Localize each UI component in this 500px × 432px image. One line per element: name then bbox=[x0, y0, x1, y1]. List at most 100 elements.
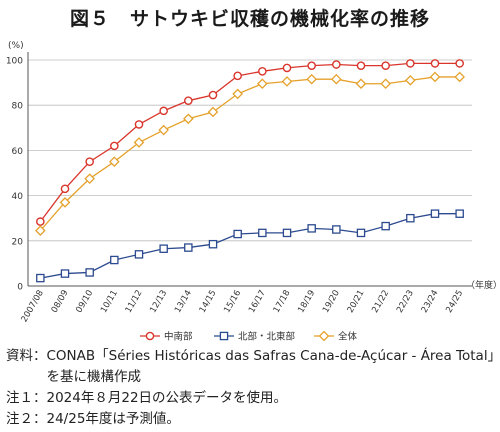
data-point bbox=[306, 73, 317, 85]
data-point bbox=[307, 61, 316, 70]
x-tick-label: 2007/08 bbox=[20, 289, 46, 325]
data-point bbox=[60, 184, 70, 194]
y-tick-label: 100 bbox=[6, 57, 23, 67]
x-tick-label: 12/13 bbox=[148, 289, 169, 315]
x-tick-label: 13/14 bbox=[173, 289, 194, 315]
legend-marker bbox=[145, 331, 155, 341]
data-point bbox=[208, 239, 218, 249]
data-point bbox=[430, 209, 440, 218]
data-point bbox=[381, 221, 390, 231]
data-point bbox=[232, 88, 243, 100]
data-point bbox=[332, 60, 341, 69]
legend-marker bbox=[318, 330, 330, 342]
series-diamond bbox=[35, 71, 465, 236]
note-text: CONAB「Séries Históricas das Safras Cana-… bbox=[46, 348, 495, 385]
data-point bbox=[208, 90, 218, 100]
data-point bbox=[331, 73, 342, 85]
legend-item: 北部・北東部 bbox=[214, 331, 295, 343]
series-line bbox=[40, 213, 460, 279]
data-point bbox=[36, 217, 45, 226]
x-tick-label: 21/22 bbox=[370, 289, 391, 315]
x-tick-label: 11/12 bbox=[124, 289, 145, 315]
data-point bbox=[307, 224, 316, 233]
data-point bbox=[406, 59, 415, 68]
x-tick-label: 24/25 bbox=[444, 289, 465, 315]
data-point bbox=[60, 269, 70, 278]
data-point bbox=[85, 157, 94, 166]
x-tick-label: 14/15 bbox=[198, 289, 219, 315]
data-point bbox=[36, 273, 45, 283]
data-point bbox=[355, 78, 367, 90]
data-point bbox=[430, 59, 440, 68]
data-point bbox=[455, 209, 464, 218]
data-point bbox=[257, 78, 268, 90]
x-tick-label: 20/21 bbox=[346, 289, 367, 315]
x-tick-label: 19/20 bbox=[321, 289, 342, 315]
data-point bbox=[406, 213, 415, 223]
data-point bbox=[133, 137, 145, 148]
y-tick-label: 60 bbox=[12, 147, 24, 157]
data-point bbox=[134, 250, 144, 259]
data-point bbox=[59, 197, 71, 208]
data-point bbox=[183, 113, 194, 125]
note-label: 注１： bbox=[6, 390, 47, 406]
data-point bbox=[35, 225, 46, 236]
data-point bbox=[332, 225, 341, 234]
x-tick-labels: 2007/08 08/09 09/10 10/11 11/12 12/13 13/14 14/… bbox=[20, 289, 466, 325]
series-circle bbox=[36, 59, 464, 226]
x-tick-label: 23/24 bbox=[420, 289, 441, 315]
y-tick-label: 20 bbox=[12, 237, 24, 247]
series-square bbox=[36, 209, 464, 283]
y-tick-labels: 0 20 40 60 80 100 bbox=[6, 57, 23, 293]
data-point bbox=[233, 71, 242, 81]
note-text: 2024年８月22日の公表データを使用。 bbox=[46, 390, 288, 406]
data-point bbox=[258, 67, 267, 76]
x-tick-label: 16/17 bbox=[247, 289, 268, 315]
series-layer bbox=[35, 59, 465, 283]
legend-item: 中南部 bbox=[140, 331, 193, 343]
x-unit-label: （年度） bbox=[466, 279, 500, 291]
legend-label: 北部・北東部 bbox=[238, 331, 295, 343]
data-point bbox=[109, 156, 120, 168]
notes-block: 資料： CONAB「Séries Históricas das Safras C… bbox=[6, 346, 496, 430]
data-point bbox=[158, 124, 169, 136]
y-tick-label: 80 bbox=[12, 102, 24, 112]
data-point bbox=[454, 71, 465, 83]
y-tick-label: 0 bbox=[17, 283, 23, 293]
data-point bbox=[110, 141, 119, 151]
data-point bbox=[84, 173, 95, 184]
data-point bbox=[159, 106, 168, 116]
x-tick-label: 15/16 bbox=[222, 289, 243, 315]
y-unit-label: (%) bbox=[8, 41, 24, 51]
data-point bbox=[258, 228, 267, 238]
legend: 中南部 北部・北東部 全体 bbox=[140, 331, 358, 343]
data-point bbox=[380, 78, 391, 90]
x-tick-label: 17/18 bbox=[272, 289, 293, 315]
note-1: 注１： 2024年８月22日の公表データを使用。 bbox=[6, 388, 496, 409]
data-point bbox=[184, 243, 193, 252]
legend-label: 中南部 bbox=[164, 331, 193, 343]
source-note: 資料： CONAB「Séries Históricas das Safras C… bbox=[6, 346, 496, 388]
series-line bbox=[39, 76, 460, 232]
x-tick-label: 18/19 bbox=[296, 289, 317, 315]
axes bbox=[27, 52, 472, 287]
data-point bbox=[85, 268, 94, 277]
note-label: 注２： bbox=[6, 411, 47, 427]
chart-title: 図５ サトウキビ収穫の機械化率の推移 bbox=[69, 8, 430, 30]
legend-item: 全体 bbox=[314, 331, 358, 343]
data-point bbox=[405, 75, 416, 86]
note-text: 24/25年度は予測値。 bbox=[46, 411, 180, 427]
gridlines bbox=[28, 59, 472, 242]
note-2: 注２： 24/25年度は予測値。 bbox=[6, 409, 496, 430]
data-point bbox=[233, 229, 242, 239]
data-point bbox=[159, 244, 168, 253]
data-point bbox=[282, 63, 292, 73]
data-point bbox=[184, 96, 193, 105]
data-point bbox=[381, 61, 390, 70]
x-tick-label: 22/23 bbox=[395, 289, 416, 315]
note-label: 資料： bbox=[6, 348, 47, 364]
y-tick-label: 40 bbox=[12, 192, 24, 202]
x-tick-label: 09/10 bbox=[74, 289, 95, 315]
series-line bbox=[39, 62, 460, 222]
legend-marker bbox=[219, 331, 229, 341]
